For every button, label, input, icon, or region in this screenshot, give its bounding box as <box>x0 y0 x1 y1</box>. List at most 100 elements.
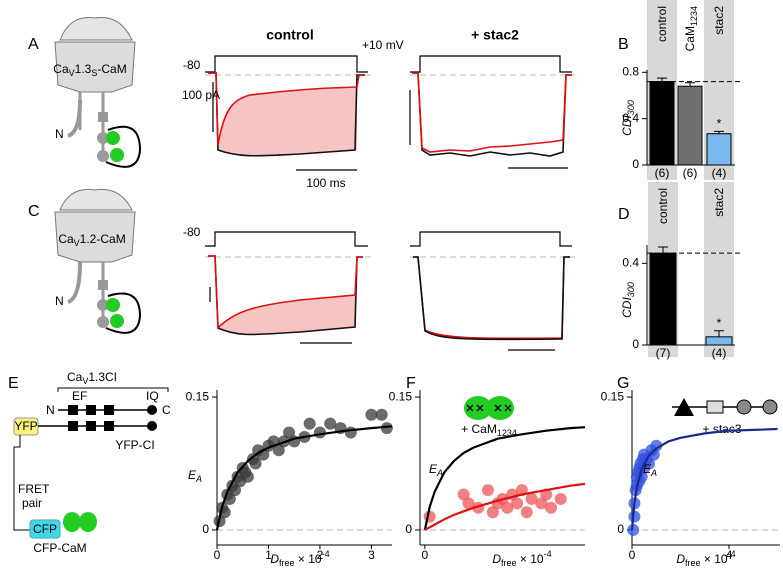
panel-label: C <box>28 203 40 220</box>
construct-name: YFP-CI <box>115 438 154 452</box>
fret-label: pair <box>22 496 42 510</box>
significance-marker: * <box>717 316 722 330</box>
data-point <box>344 426 357 439</box>
fit-curve <box>423 426 586 531</box>
step-label: +10 mV <box>362 38 404 52</box>
n-terminus: N <box>55 127 64 141</box>
construct-label: CaV1.3CI <box>67 370 117 386</box>
fit-curve <box>630 427 778 530</box>
text-part: A <box>195 474 202 484</box>
baseline <box>205 74 575 258</box>
holding-label: -80 <box>183 225 201 239</box>
text-part: D <box>270 552 279 566</box>
y-tick-label: 0.4 <box>622 256 639 270</box>
current-traces <box>208 72 572 341</box>
y-tick-label: 0 <box>617 522 624 536</box>
y-axis-label: CDI300 <box>620 282 636 318</box>
data-point <box>628 510 641 523</box>
scale-bar <box>209 82 568 351</box>
text-part: × 10 <box>517 552 544 566</box>
n-label: (4) <box>712 346 727 360</box>
x-axis-label: Dfree × 10-4 <box>676 549 735 568</box>
x-tick-label: 3 <box>368 548 375 562</box>
data-point <box>481 484 494 497</box>
data-point <box>380 422 393 435</box>
channel-cartoon <box>54 16 142 168</box>
channel-label: CaV1.2-CaM <box>58 232 125 248</box>
text-part: D <box>676 552 685 566</box>
text-part: × 10 <box>701 552 728 566</box>
panel-label: A <box>28 36 39 53</box>
data-point <box>365 408 378 421</box>
data-point <box>486 506 499 519</box>
y-tick-label: 0 <box>632 157 639 171</box>
yfp-label: YFP <box>14 419 37 433</box>
error-bar <box>657 77 667 82</box>
text-part: CDI <box>620 115 634 136</box>
significance-marker: * <box>717 117 722 131</box>
text-part: A <box>650 468 657 478</box>
data-point <box>313 426 326 439</box>
text-part: × 10 <box>295 552 322 566</box>
n-label: (6) <box>683 166 698 180</box>
text-part: 300 <box>626 282 636 297</box>
holding-label: -80 <box>183 58 201 72</box>
fit-curve <box>424 482 586 531</box>
panel-label: G <box>617 375 629 392</box>
y-tick-label: 0 <box>405 522 412 536</box>
category-label: stac2 <box>712 6 726 35</box>
construct-name: CFP-CaM <box>33 541 86 555</box>
data-point <box>249 457 262 470</box>
condition-title: control <box>266 27 313 43</box>
panel-label: E <box>8 375 19 392</box>
y-axis-label: EA <box>429 462 443 478</box>
data-point <box>545 501 558 514</box>
terminus-label: N <box>46 403 55 417</box>
data-point <box>650 439 663 452</box>
cam-mutant-icon <box>464 396 514 420</box>
data-point <box>457 488 470 501</box>
scale-label: 100 pA <box>182 88 220 102</box>
data-point <box>535 497 548 510</box>
channel-cartoon <box>54 188 142 334</box>
category-shade <box>704 182 734 357</box>
data-point <box>501 501 514 514</box>
x-tick-label: 0 <box>214 548 221 562</box>
x-tick-label: 0 <box>629 548 636 562</box>
data-point <box>525 492 538 505</box>
text-part: free <box>501 558 517 568</box>
x-tick-label: 0 <box>422 548 429 562</box>
y-axis-label: EA <box>643 462 657 478</box>
data-point <box>241 470 254 483</box>
x-axis-label: Dfree × 10-4 <box>270 549 329 568</box>
terminus-label: C <box>162 403 171 417</box>
n-label: (6) <box>655 166 670 180</box>
data-point <box>283 426 296 439</box>
text-part: CaM <box>683 26 697 51</box>
data-point <box>520 506 533 519</box>
x-axis-label: Dfree × 10-4 <box>492 549 551 568</box>
text-part: 300 <box>626 100 636 115</box>
condition-title: + stac2 <box>471 27 519 43</box>
text-part: free <box>279 558 295 568</box>
y-tick-label: 0.15 <box>389 389 413 403</box>
bar <box>705 336 733 346</box>
n-label: (7) <box>656 346 671 360</box>
construct-diagram <box>13 387 169 539</box>
data-point <box>272 444 285 457</box>
error-bar <box>658 246 668 254</box>
panel-label: F <box>406 375 416 392</box>
text-part: -4 <box>322 549 330 559</box>
cfp-label: CFP <box>33 522 57 536</box>
voltage-protocol <box>205 55 572 247</box>
x-tick-label: 4 <box>726 548 733 562</box>
error-bar <box>714 130 724 134</box>
text-part: 1234 <box>689 6 699 26</box>
text-part: A <box>436 468 443 478</box>
data-point <box>375 408 388 421</box>
text-part: -4 <box>544 549 552 559</box>
text-part: free <box>685 558 701 568</box>
x-tick-label: 2 <box>317 548 324 562</box>
y-tick-label: 0.8 <box>622 64 639 78</box>
